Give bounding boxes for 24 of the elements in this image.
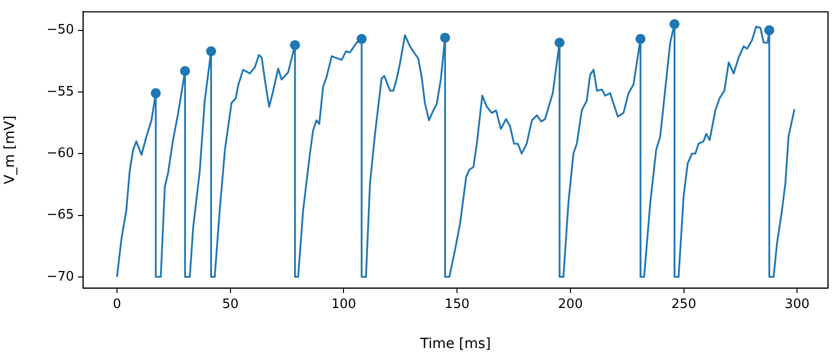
- x-tick-label: 200: [558, 297, 583, 312]
- point: [636, 34, 646, 44]
- point: [440, 32, 450, 43]
- y-tick-label: −50: [46, 22, 74, 38]
- x-tick-label: 100: [331, 297, 356, 312]
- y-tick-label: −60: [46, 146, 74, 161]
- x-tick-label: 250: [671, 297, 696, 312]
- point: [356, 34, 367, 44]
- point: [554, 38, 565, 48]
- point: [150, 88, 161, 98]
- y-tick-label: −65: [46, 208, 74, 223]
- point: [180, 66, 190, 76]
- x-tick-label: 300: [784, 297, 810, 312]
- point: [206, 46, 216, 56]
- x-tick-label: 150: [444, 297, 470, 312]
- y-tick-label: −55: [46, 84, 74, 100]
- x-tick-label: 50: [222, 297, 239, 312]
- y-axis-title: V_m [mV]: [2, 115, 18, 184]
- point: [290, 40, 300, 50]
- x-axis-title: Time [ms]: [419, 336, 491, 352]
- point: [670, 19, 680, 30]
- x-tick-label: 0: [112, 297, 122, 312]
- y-tick-label: −70: [46, 269, 74, 284]
- point: [764, 25, 774, 36]
